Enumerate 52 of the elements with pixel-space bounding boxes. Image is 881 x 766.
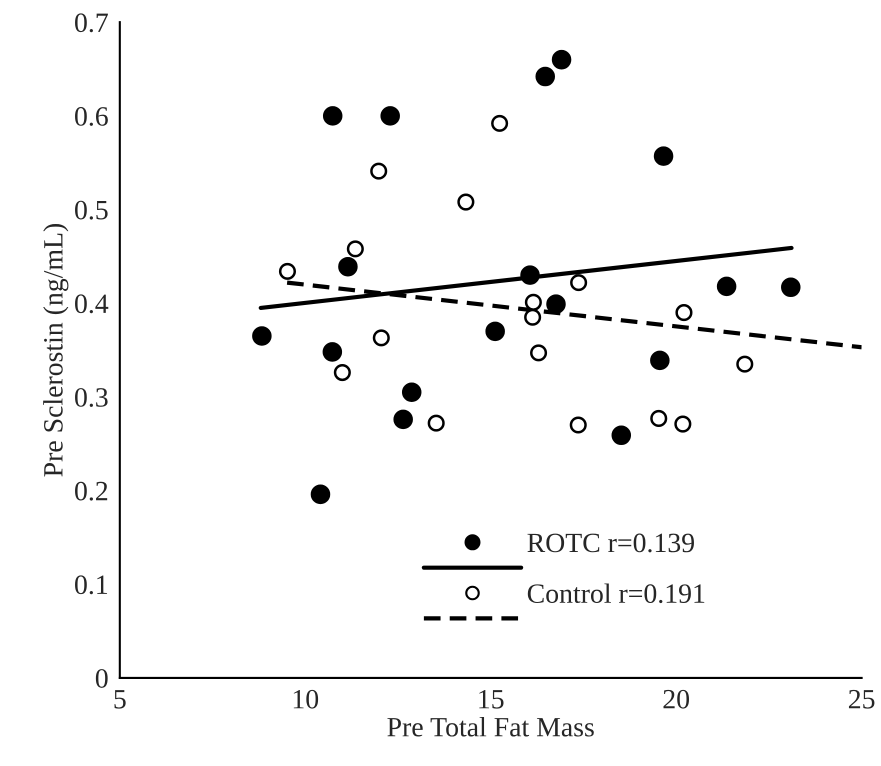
x-axis-title: Pre Total Fat Mass bbox=[387, 716, 594, 737]
y-tick-label: 0.7 bbox=[75, 13, 108, 32]
point bbox=[546, 294, 566, 314]
x-tick-label: 15 bbox=[479, 690, 504, 709]
point bbox=[570, 274, 588, 292]
y-tick-label: 0.1 bbox=[75, 575, 108, 594]
point bbox=[781, 278, 801, 298]
point bbox=[716, 276, 736, 296]
y-tick-label: 0.2 bbox=[75, 482, 108, 501]
point bbox=[252, 326, 272, 346]
point bbox=[491, 114, 508, 132]
point bbox=[612, 426, 632, 446]
x-tick-label: 5 bbox=[114, 690, 126, 709]
point bbox=[674, 416, 692, 433]
point bbox=[650, 350, 670, 370]
x-tick-label: 25 bbox=[848, 690, 874, 709]
point bbox=[524, 294, 542, 311]
point bbox=[570, 416, 587, 434]
point bbox=[485, 322, 505, 342]
point bbox=[334, 364, 351, 382]
point bbox=[402, 382, 422, 402]
point bbox=[338, 256, 358, 276]
point bbox=[736, 356, 754, 373]
y-tick-label: 0.3 bbox=[75, 388, 108, 407]
y-tick-label: 0 bbox=[96, 669, 108, 688]
y-axis-title: Pre Sclerostin (ng/mL) bbox=[43, 224, 68, 477]
point bbox=[675, 304, 692, 322]
point bbox=[535, 66, 555, 86]
point bbox=[322, 342, 342, 362]
y-tick-label: 0.6 bbox=[75, 107, 108, 126]
point bbox=[552, 50, 572, 70]
point bbox=[310, 484, 330, 504]
point bbox=[524, 308, 542, 326]
legend-label: ROTC r=0.139 bbox=[527, 534, 694, 552]
point bbox=[322, 106, 342, 126]
x-tick-label: 10 bbox=[294, 690, 318, 709]
point bbox=[346, 240, 364, 258]
y-tick-label: 0.4 bbox=[75, 294, 108, 314]
point bbox=[393, 410, 413, 430]
point bbox=[530, 344, 548, 362]
point bbox=[457, 194, 474, 211]
point bbox=[520, 265, 540, 285]
point bbox=[278, 262, 296, 280]
point bbox=[370, 162, 388, 180]
point bbox=[372, 329, 390, 346]
legend-label: Control r=0.191 bbox=[528, 583, 704, 604]
point bbox=[380, 106, 400, 126]
x-tick-label: 20 bbox=[664, 690, 689, 709]
point bbox=[654, 146, 674, 166]
point bbox=[428, 414, 445, 432]
y-tick-label: 0.5 bbox=[75, 200, 108, 220]
point bbox=[650, 410, 668, 427]
